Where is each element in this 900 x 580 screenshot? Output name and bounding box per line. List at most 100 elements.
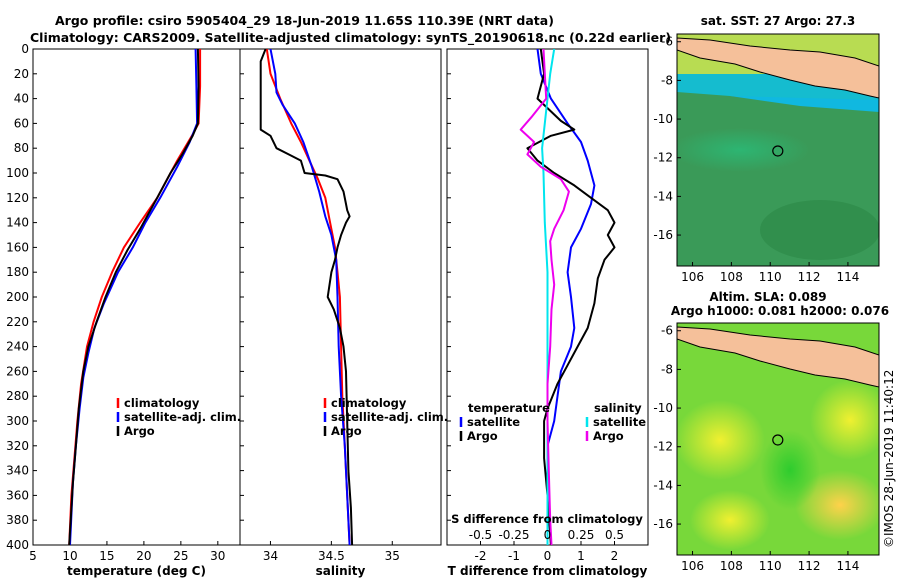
sla-xtick-label: 112: [798, 559, 821, 573]
imos-credit: ©IMOS 28-Jun-2019 11:40:12: [882, 370, 896, 548]
sst-ytick-label: -8: [661, 73, 673, 87]
temperature-xtick-label: 10: [62, 549, 77, 563]
sst-deep-patch: [760, 200, 879, 260]
temperature-ytick-label: 220: [6, 315, 29, 329]
temperature-ytick-label: 360: [6, 488, 29, 502]
salinity-xtick-label: 34: [263, 549, 278, 563]
sst-xtick-label: 112: [798, 270, 821, 284]
difference-line-t-argo: [526, 49, 616, 545]
temperature-ytick-label: 400: [6, 538, 29, 552]
salinity-legend-label: satellite-adj. clim.: [331, 410, 448, 424]
temperature-ytick-label: 160: [6, 240, 29, 254]
temperature-xlabel: temperature (deg C): [67, 564, 206, 578]
salinity-xlabel: salinity: [316, 564, 366, 578]
difference-x2tick-label: 0.5: [605, 528, 624, 542]
difference-legend-label: Argo: [467, 429, 498, 443]
sst-map-title: sat. SST: 27 Argo: 27.3: [701, 14, 855, 28]
sst-argo-marker: [772, 145, 784, 157]
sla-ytick-label: -12: [653, 440, 673, 454]
title-line-2: Climatology: CARS2009. Satellite-adjuste…: [30, 30, 671, 46]
sst-upwelling: [730, 96, 879, 112]
sla-xtick-label: 110: [759, 559, 782, 573]
sst-ytick-label: -14: [653, 189, 673, 203]
difference-x2tick-label: -0.25: [498, 528, 529, 542]
temperature-ytick-label: 60: [14, 116, 29, 130]
sst-warm-patch: [677, 128, 810, 172]
sla-map-ticks: 106 108 110 112 114 -6 -8 -10 -12 -14 -16: [653, 324, 859, 573]
temperature-ytick-label: 380: [6, 513, 29, 527]
sst-map: sat. SST: 27 Argo: 27.3 106 108 110 112 114 -…: [653, 14, 880, 284]
sla-ytick-label: -6: [661, 324, 673, 338]
salinity-series: [259, 49, 354, 545]
temperature-line-argo: [68, 49, 200, 545]
difference-legend-label: Argo: [593, 429, 624, 443]
sst-ytick-label: -10: [653, 112, 673, 126]
sla-java-land: [677, 326, 879, 388]
temperature-xtick-label: 30: [210, 549, 225, 563]
sla-map-title-2: Argo h1000: 0.081 h2000: 0.076: [671, 304, 889, 318]
salinity-xtick-label: 35: [385, 549, 400, 563]
temperature-ytick-label: 280: [6, 389, 29, 403]
temperature-ytick-label: 120: [6, 191, 29, 205]
sla-ytick-label: -10: [653, 401, 673, 415]
salinity-legend-label: Argo: [331, 424, 362, 438]
difference-xtick-label: 2: [611, 549, 619, 563]
sst-ytick-label: -6: [661, 35, 673, 49]
difference-legend-salinity-title: salinity: [594, 401, 642, 415]
difference-panel: -2 -1 0 1 2T difference from climatology temp…: [446, 48, 649, 578]
difference-legend-label: satellite: [467, 415, 520, 429]
sst-java-land: [677, 37, 879, 99]
temperature-ytick-label: 20: [14, 67, 29, 81]
difference-xtick-label: 1: [577, 549, 585, 563]
difference-x2tick-label: 0: [544, 528, 552, 542]
temperature-ytick-label: 340: [6, 464, 29, 478]
sla-high-west: [677, 400, 765, 480]
temperature-ytick-label: 100: [6, 166, 29, 180]
sla-xtick-label: 114: [836, 559, 859, 573]
sst-ytick-label: -16: [653, 228, 673, 242]
difference-line-t-satellite: [536, 49, 596, 545]
title-line-1: Argo profile: csiro 5905404_29 18-Jun-20…: [55, 13, 554, 29]
difference-line-s-argo: [519, 49, 570, 545]
difference-x2tick-label: 0.25: [568, 528, 595, 542]
temperature-ytick-label: 200: [6, 290, 29, 304]
sla-argo-marker: [772, 434, 784, 446]
sla-map: Altim. SLA: 0.089 Argo h1000: 0.081 h200…: [653, 290, 889, 573]
difference-xtick-label: -2: [475, 549, 487, 563]
difference-series: [519, 49, 616, 545]
salinity-panel: 34 34.5 35 salinity climatologysatellite-adj…: [239, 48, 448, 578]
temperature-frame: [32, 48, 241, 546]
sla-high-sw: [690, 490, 770, 550]
salinity-line-argo: [259, 49, 354, 545]
temperature-ytick-label: 240: [6, 340, 29, 354]
sla-map-title-1: Altim. SLA: 0.089: [709, 290, 826, 304]
sst-xtick-label: 108: [720, 270, 743, 284]
temperature-legend-label: satellite-adj. clim.: [124, 410, 241, 424]
sla-ytick-label: -8: [661, 362, 673, 376]
temperature-ytick-label: 180: [6, 265, 29, 279]
sst-xtick-label: 110: [759, 270, 782, 284]
difference-legend-temperature-title: temperature: [468, 401, 550, 415]
temperature-line-climatology: [68, 49, 202, 545]
temperature-ytick-label: 40: [14, 92, 29, 106]
sst-xtick-label: 106: [681, 270, 704, 284]
temperature-ytick-label: 80: [14, 141, 29, 155]
difference-x2tick-label: -0.5: [469, 528, 492, 542]
temperature-xtick-label: 20: [136, 549, 151, 563]
sla-high-east: [810, 380, 879, 460]
temperature-line-satellite-adj-clim-: [69, 49, 199, 545]
sst-ytick-label: -12: [653, 151, 673, 165]
temperature-legend-label: climatology: [124, 396, 200, 410]
sla-ytick-label: -16: [653, 517, 673, 531]
sla-map-frame: [676, 322, 880, 556]
salinity-line-satellite-adj-clim-: [269, 49, 351, 545]
temperature-legend-label: Argo: [124, 424, 155, 438]
sst-xtick-label: 114: [836, 270, 859, 284]
sst-map-ticks: 106 108 110 112 114 -6 -8 -10 -12 -14 -16: [653, 35, 859, 284]
difference-xlabel: T difference from climatology: [448, 564, 648, 578]
salinity-xtick-label: 34.5: [318, 549, 345, 563]
difference-xlabel2: S difference from climatology: [451, 512, 643, 526]
sla-xtick-label: 108: [720, 559, 743, 573]
sla-low-center: [760, 430, 820, 510]
